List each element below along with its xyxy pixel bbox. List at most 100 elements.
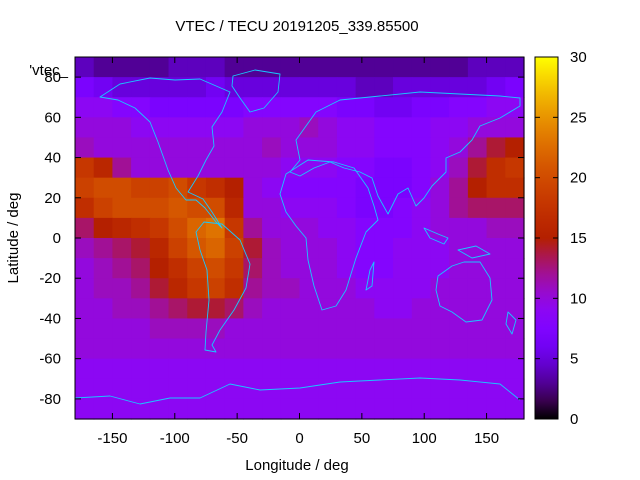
heatmap-cell xyxy=(93,378,114,400)
heatmap-cell xyxy=(187,217,207,239)
heatmap-cell xyxy=(131,318,151,340)
heatmap-cell xyxy=(93,238,114,259)
heatmap-cell xyxy=(393,177,413,199)
heatmap-cell xyxy=(243,77,263,98)
heatmap-cell xyxy=(467,318,488,340)
heatmap-cell xyxy=(430,177,450,199)
heatmap-cell xyxy=(149,378,170,400)
heatmap-cell xyxy=(187,97,207,118)
heatmap-cell xyxy=(486,117,506,139)
x-tick-label: 50 xyxy=(354,430,371,447)
heatmap-cell xyxy=(336,217,357,239)
heatmap-cell xyxy=(168,398,188,420)
heatmap-cell xyxy=(430,97,450,118)
heatmap-cell xyxy=(505,217,525,239)
heatmap-cell xyxy=(393,318,413,340)
heatmap-cell xyxy=(168,378,188,400)
heatmap-cell xyxy=(449,358,469,380)
heatmap-cell xyxy=(131,378,151,400)
heatmap-cell xyxy=(224,238,244,259)
heatmap-cell xyxy=(243,318,263,340)
heatmap-cell xyxy=(112,217,132,239)
heatmap-cell xyxy=(355,258,375,279)
heatmap-cell xyxy=(93,97,114,118)
heatmap-cell xyxy=(467,298,488,320)
heatmap-cell xyxy=(505,137,525,159)
heatmap-cell xyxy=(336,258,357,279)
heatmap-cell xyxy=(299,278,319,299)
heatmap-cell xyxy=(411,197,432,219)
heatmap-cell xyxy=(355,117,375,139)
y-axis-label: Latitude / deg xyxy=(5,193,22,284)
heatmap-cell xyxy=(280,57,301,78)
colorbar-ticks: 0 5 10 15 20 25 30 xyxy=(535,49,587,428)
heatmap-cell xyxy=(505,238,525,259)
heatmap-cell xyxy=(467,358,488,380)
heatmap-cell xyxy=(411,137,432,159)
heatmap-cell xyxy=(112,137,132,159)
heatmap-cell xyxy=(411,338,432,360)
heatmap-cell xyxy=(318,398,338,420)
heatmap-cell xyxy=(449,57,469,78)
heatmap-cell xyxy=(205,97,226,118)
heatmap-cell xyxy=(205,298,226,320)
heatmap-cell xyxy=(93,197,114,219)
heatmap-cell xyxy=(355,238,375,259)
heatmap-cell xyxy=(374,217,394,239)
heatmap-cell xyxy=(411,157,432,179)
heatmap-cell xyxy=(430,318,450,340)
heatmap-cell xyxy=(430,278,450,299)
y-tick-label: 40 xyxy=(44,150,61,167)
heatmap-cell xyxy=(205,358,226,380)
heatmap-cell xyxy=(318,177,338,199)
heatmap-cell xyxy=(505,177,525,199)
heatmap-cell xyxy=(505,197,525,219)
heatmap-cell xyxy=(486,157,506,179)
heatmap-cell xyxy=(449,137,469,159)
heatmap-cell xyxy=(299,398,319,420)
heatmap-cell xyxy=(224,278,244,299)
heatmap-cell xyxy=(205,318,226,340)
heatmap-cell xyxy=(449,278,469,299)
y-tick-label: 20 xyxy=(44,190,61,207)
heatmap-cell xyxy=(243,217,263,239)
heatmap-cell xyxy=(112,298,132,320)
heatmap-cell xyxy=(168,238,188,259)
heatmap-cell xyxy=(149,338,170,360)
heatmap-cell xyxy=(486,258,506,279)
heatmap-cell xyxy=(299,57,319,78)
heatmap-cell xyxy=(280,318,301,340)
heatmap-cell xyxy=(131,298,151,320)
heatmap-cell xyxy=(505,77,525,98)
heatmap-cell xyxy=(243,298,263,320)
heatmap-cell xyxy=(168,57,188,78)
colorbar-tick-label: 5 xyxy=(570,351,578,368)
heatmap-cell xyxy=(243,157,263,179)
heatmap-cell xyxy=(299,77,319,98)
heatmap-cell xyxy=(75,378,95,400)
heatmap-cell xyxy=(187,117,207,139)
heatmap-cell xyxy=(280,97,301,118)
heatmap-cell xyxy=(93,217,114,239)
heatmap-cell xyxy=(112,358,132,380)
heatmap-cell xyxy=(280,278,301,299)
heatmap-cell xyxy=(243,117,263,139)
heatmap-cell xyxy=(374,117,394,139)
heatmap-cell xyxy=(318,338,338,360)
heatmap-cell xyxy=(75,157,95,179)
heatmap-cell xyxy=(93,278,114,299)
heatmap-cell xyxy=(430,338,450,360)
heatmap-cell xyxy=(430,57,450,78)
heatmap-cell xyxy=(318,358,338,380)
heatmap-cell xyxy=(393,258,413,279)
heatmap-cell xyxy=(449,258,469,279)
heatmap-cell xyxy=(467,238,488,259)
heatmap-cell xyxy=(112,97,132,118)
heatmap-cell xyxy=(467,197,488,219)
heatmap-cell xyxy=(93,318,114,340)
heatmap-cell xyxy=(131,117,151,139)
heatmap-cell xyxy=(355,318,375,340)
heatmap-cell xyxy=(187,177,207,199)
heatmap-cell xyxy=(336,338,357,360)
heatmap-cell xyxy=(131,57,151,78)
